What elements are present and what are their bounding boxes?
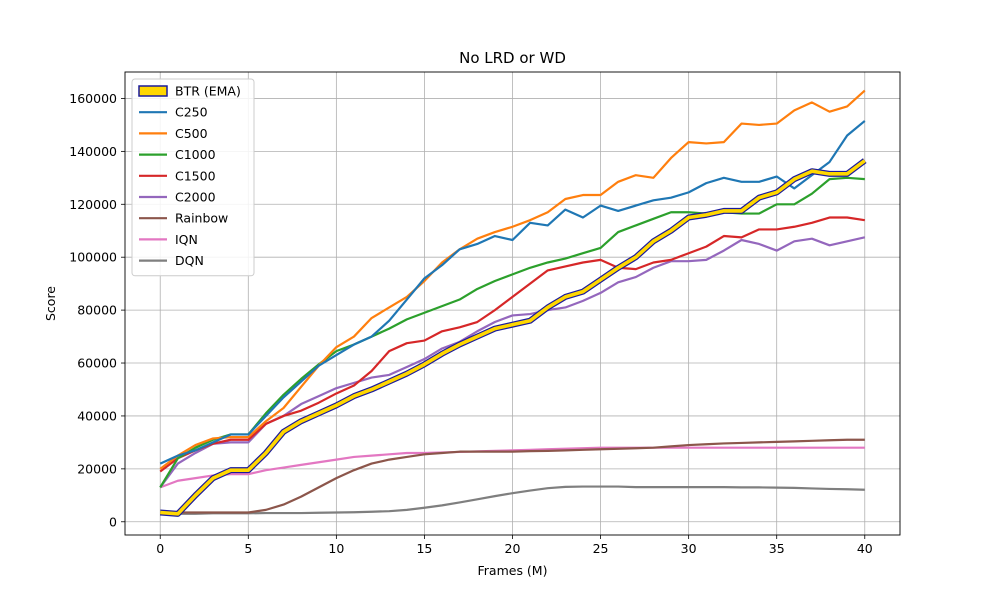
y-tick-label: 120000	[69, 197, 117, 212]
legend-label: C500	[175, 126, 208, 141]
y-axis: 0 20000 40000 60000 80000 100000 120000 140000 1…	[69, 91, 125, 529]
x-tick-label: 20	[505, 541, 521, 556]
legend-box	[131, 78, 255, 277]
legend-item-c1000: C1000	[139, 147, 216, 162]
legend-label: IQN	[175, 232, 198, 247]
grid-lines	[125, 72, 900, 535]
legend-label: C250	[175, 105, 208, 120]
series-line-c1000	[159, 176, 865, 488]
legend-item-iqn: IQN	[139, 232, 198, 247]
x-tick-label: 35	[769, 541, 785, 556]
y-tick-label: 20000	[77, 461, 117, 476]
legend-label: C1500	[175, 168, 216, 183]
legend-item-dqn: DQN	[139, 253, 204, 268]
series-fill-btr-ema	[160, 159, 866, 516]
series-line-rainbow	[160, 438, 865, 514]
y-tick-label: 100000	[69, 250, 117, 265]
series-line-dqn	[160, 485, 865, 515]
chart-title: No LRD or WD	[459, 49, 566, 67]
legend-label: Rainbow	[175, 211, 228, 226]
series-line-btr-ema	[160, 158, 867, 517]
x-tick-label: 10	[328, 541, 344, 556]
legend-label: DQN	[175, 253, 204, 268]
legend-item-c250: C250	[139, 105, 208, 120]
x-axis-label: Frames (M)	[478, 563, 548, 578]
legend-item-c1500: C1500	[139, 168, 216, 183]
y-tick-label: 160000	[69, 91, 117, 106]
x-tick-label: 5	[244, 541, 252, 556]
y-tick-label: 60000	[77, 356, 117, 371]
y-tick-label: 80000	[77, 303, 117, 318]
legend-label: C1000	[175, 147, 216, 162]
series-line-c1500	[159, 216, 865, 473]
y-tick-label: 0	[109, 514, 117, 529]
y-tick-label: 140000	[69, 144, 117, 159]
legend-item-c2000: C2000	[139, 190, 216, 205]
y-tick-label: 40000	[77, 408, 117, 423]
y-axis-label: Score	[43, 286, 58, 321]
series-lines	[159, 89, 867, 517]
x-axis: 0 5 10 15 20 25 30 35 40	[156, 535, 873, 556]
x-tick-label: 15	[416, 541, 432, 556]
series-line-iqn	[159, 446, 865, 489]
legend-label: C2000	[175, 190, 216, 205]
legend-item-rainbow: Rainbow	[139, 211, 228, 226]
x-tick-label: 25	[593, 541, 609, 556]
legend-label: BTR (EMA)	[175, 84, 241, 99]
x-tick-label: 0	[156, 541, 164, 556]
legend-item-c500: C500	[139, 126, 208, 141]
series-line-c250	[159, 120, 866, 465]
x-tick-label: 40	[857, 541, 873, 556]
legend-swatch	[138, 85, 168, 97]
x-tick-label: 30	[681, 541, 697, 556]
series-line-c500	[159, 89, 866, 470]
legend: BTR (EMA) C250 C500 C1000 C1500 C2000 Rainbow I…	[131, 78, 255, 277]
legend-item-btr-ema: BTR (EMA)	[138, 84, 241, 99]
